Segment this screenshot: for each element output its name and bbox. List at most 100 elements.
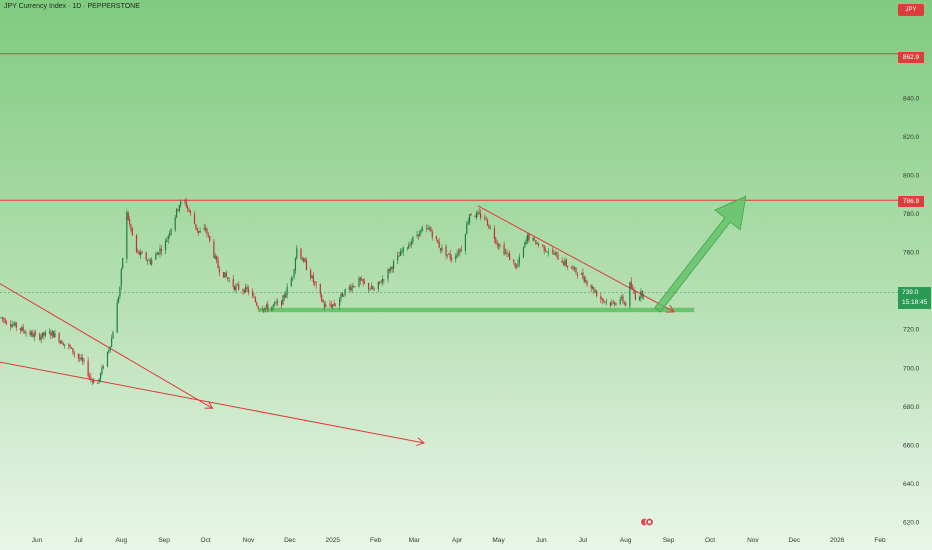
candle-body (323, 303, 326, 308)
candle-body (52, 331, 55, 338)
candle-body (368, 282, 370, 290)
candle-body (305, 260, 308, 270)
candle-body (130, 224, 132, 230)
candle-body (477, 212, 479, 214)
candle-body (79, 357, 81, 360)
y-tick-label: 680.0 (903, 404, 920, 411)
x-tick-label: Oct (201, 537, 211, 544)
candle-body (620, 296, 623, 298)
candle-body (21, 327, 23, 331)
candle-body (643, 295, 645, 297)
candle-body (542, 244, 544, 246)
candle-body (478, 212, 480, 214)
candle-body (35, 332, 37, 334)
candle-body (623, 303, 625, 304)
candle-body (1, 317, 4, 319)
y-tick-label: 620.0 (903, 520, 920, 527)
candle-body (145, 252, 147, 260)
candle-body (488, 224, 490, 229)
candle-body (175, 208, 178, 218)
candle-body (126, 212, 128, 259)
candle-body (503, 244, 505, 255)
candle-body (205, 228, 207, 230)
x-tick-label: May (492, 537, 505, 544)
candle-body (58, 333, 60, 343)
candle-body (177, 209, 179, 211)
candle-body (160, 249, 162, 252)
candle-body (466, 223, 468, 234)
candle-body (630, 281, 632, 289)
candle-body (188, 209, 190, 212)
candle-body (641, 290, 643, 297)
candle-body (23, 332, 26, 334)
candle-body (437, 239, 439, 243)
candle-body (254, 297, 256, 303)
candle-body (459, 249, 461, 254)
candle-body (167, 235, 169, 240)
candle-body (44, 332, 46, 336)
candle-body (234, 286, 236, 291)
candle-body (470, 213, 472, 216)
candle-body (109, 346, 111, 350)
candle-body (633, 289, 635, 294)
candle-body (341, 292, 344, 297)
symbol-badge[interactable]: JPY (898, 4, 924, 16)
candle-body (203, 227, 205, 230)
candle-body (455, 256, 457, 260)
x-tick-label: Mar (409, 537, 421, 544)
candle-body (525, 239, 527, 244)
candle-body (292, 277, 294, 279)
candle-body (218, 269, 221, 273)
candle-body (206, 228, 208, 234)
candle-body (70, 347, 73, 349)
candle-body (296, 248, 298, 259)
candle-body (363, 282, 366, 284)
candle-body (615, 303, 617, 305)
candle-body (64, 344, 66, 346)
forecast-arrow (654, 195, 747, 313)
candle-body (556, 252, 558, 254)
candle-body (209, 235, 211, 241)
candle-body (246, 286, 248, 289)
event-marker-icon[interactable] (640, 516, 654, 528)
candle-body (256, 302, 258, 306)
y-tick-label: 780.0 (903, 211, 920, 218)
candle-body (193, 213, 196, 224)
candle-body (228, 279, 230, 281)
support-zone (258, 307, 695, 313)
candle-body (159, 248, 161, 255)
x-tick-label: Nov (747, 537, 759, 544)
candle-body (304, 258, 306, 262)
candle-body (59, 341, 62, 344)
candle-body (348, 286, 350, 290)
candle-body (216, 256, 218, 261)
candle-body (213, 241, 215, 258)
candle-body (591, 286, 594, 289)
candle-body (72, 348, 74, 353)
candle-body (475, 212, 478, 218)
candle-body (557, 254, 559, 260)
candle-body (377, 281, 379, 290)
upper-level-badge: 862.9 (898, 52, 924, 63)
x-tick-label: Jun (32, 537, 43, 544)
x-tick-label: Jul (579, 537, 588, 544)
candle-body (388, 269, 391, 272)
candle-body (83, 360, 85, 362)
candle-body (609, 301, 612, 306)
candle-body (594, 291, 596, 293)
candle-body (430, 227, 432, 232)
candle-body (169, 233, 171, 236)
y-tick-label: 760.0 (903, 250, 920, 257)
candle-body (426, 228, 428, 229)
candle-body (398, 255, 400, 257)
candle-body (330, 304, 332, 308)
candle-body (236, 284, 238, 286)
candle-body (25, 332, 27, 335)
candle-body (243, 289, 245, 293)
candle-body (93, 380, 95, 384)
candle-body (242, 289, 244, 291)
candle-body (580, 273, 583, 275)
bar-countdown: 15:18:45 (902, 299, 928, 306)
candle-body (245, 286, 247, 293)
